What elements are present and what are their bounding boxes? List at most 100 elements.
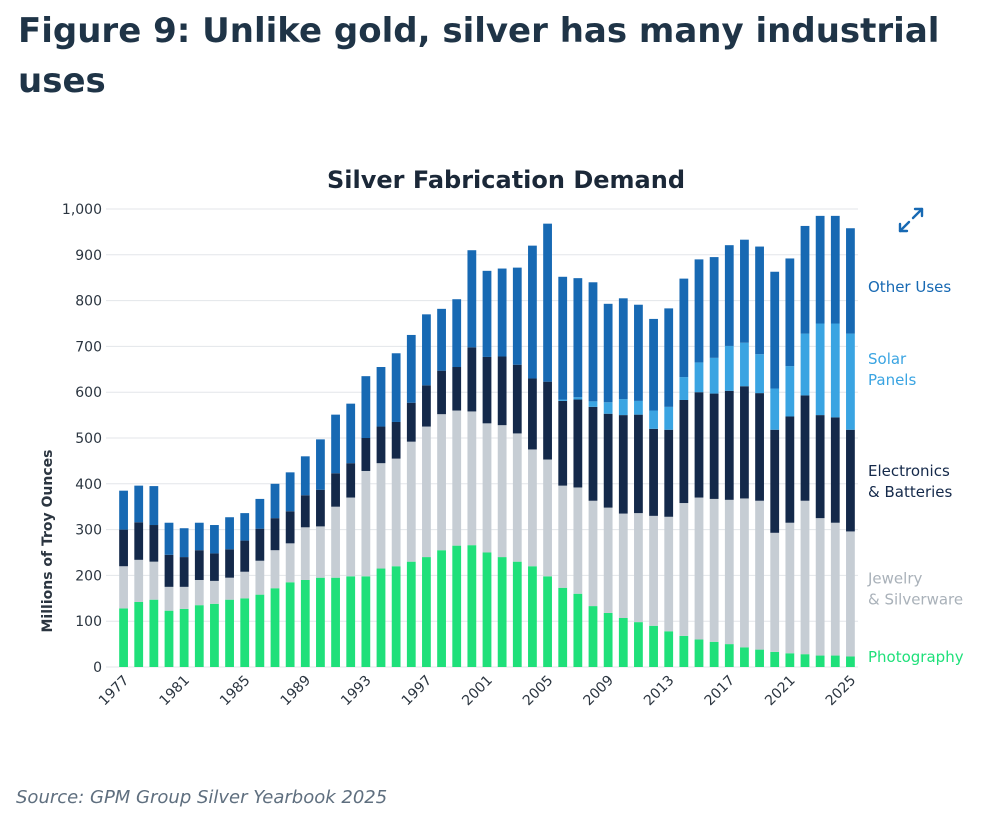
bar-stack-2013 — [664, 308, 674, 667]
bar-stack-1984 — [225, 517, 234, 667]
bar-segment-electronics — [512, 364, 522, 434]
bar-segment-electronics — [634, 414, 643, 514]
bar-segment-photography — [588, 606, 598, 667]
bar-segment-solar — [724, 345, 734, 391]
bar-stack-1988 — [285, 472, 295, 667]
bar-segment-solar — [573, 397, 583, 400]
bar-segment-photography — [422, 557, 431, 667]
bar-segment-jewelry — [603, 507, 613, 613]
bar-segment-jewelry — [361, 470, 371, 577]
bar-segment-solar — [649, 410, 658, 429]
x-tick-label: 1997 — [399, 673, 436, 710]
bar-segment-electronics — [361, 438, 371, 471]
bar-segment-other — [391, 353, 401, 422]
bar-segment-electronics — [346, 463, 356, 498]
bar-segment-jewelry — [482, 423, 492, 553]
bar-segment-photography — [255, 594, 265, 667]
legend-label-jewelry: & Silverware — [868, 591, 963, 609]
bar-segment-photography — [528, 566, 537, 667]
bar-segment-jewelry — [588, 500, 598, 607]
bar-segment-photography — [452, 545, 462, 667]
y-tick-label: 1,000 — [62, 202, 102, 218]
expand-arrows-icon[interactable] — [895, 204, 927, 236]
bar-segment-photography — [724, 644, 734, 667]
bar-stack-2006 — [558, 276, 568, 667]
bar-segment-solar — [694, 362, 704, 393]
bar-stack-1997 — [422, 314, 431, 667]
bar-segment-photography — [603, 612, 613, 667]
bar-stack-1993 — [361, 376, 371, 667]
y-axis-ticks: 0 100 200 300 400 500 600 700 800 900 1,000 — [62, 202, 102, 676]
x-tick-label: 1977 — [96, 673, 133, 710]
bar-segment-photography — [119, 608, 128, 667]
bar-stack-2011 — [634, 304, 643, 667]
x-tick-label: 1981 — [156, 673, 193, 710]
bar-segment-solar — [603, 402, 613, 414]
x-tick-label: 1989 — [278, 673, 315, 710]
bar-segment-jewelry — [497, 425, 507, 558]
bar-stack-1989 — [300, 456, 310, 667]
bar-segment-other — [119, 490, 128, 530]
x-tick-label: 2001 — [459, 673, 496, 710]
bar-segment-jewelry — [694, 497, 704, 640]
bar-segment-photography — [815, 655, 825, 667]
bar-segment-jewelry — [724, 499, 734, 645]
bar-stack-2004 — [528, 245, 537, 667]
bar-segment-photography — [391, 566, 401, 667]
bar-segment-solar — [558, 399, 568, 401]
bar-segment-electronics — [543, 381, 552, 460]
bar-segment-photography — [649, 625, 658, 667]
bar-stack-2022 — [800, 225, 810, 667]
bar-segment-photography — [694, 639, 704, 667]
bar-segment-solar — [634, 400, 643, 415]
bar-segment-other — [346, 403, 356, 464]
figure-title: Figure 9: Unlike gold, silver has many i… — [18, 11, 940, 101]
bar-segment-other — [255, 498, 265, 529]
bar-segment-jewelry — [422, 426, 431, 558]
bar-segment-electronics — [573, 399, 583, 488]
y-axis-label: Millions of Troy Ounces — [40, 450, 56, 633]
bar-stack-1999 — [452, 299, 462, 667]
bar-segment-electronics — [770, 429, 780, 533]
x-axis-ticks: 1977 1981 1985 1989 1993 1997 2001 2005 2009 2013… — [96, 673, 859, 710]
bar-stack-1978 — [134, 485, 144, 667]
bar-stack-1986 — [255, 498, 265, 667]
bar-segment-jewelry — [270, 550, 280, 589]
bar-segment-other — [422, 314, 431, 386]
bar-segment-solar — [785, 366, 795, 417]
bar-segment-electronics — [709, 393, 719, 499]
bar-segment-electronics — [785, 416, 795, 523]
bar-segment-electronics — [270, 518, 280, 551]
bar-segment-jewelry — [800, 500, 810, 655]
x-tick-label: 2005 — [520, 673, 557, 710]
bar-segment-electronics — [210, 553, 219, 581]
bar-segment-electronics — [164, 554, 174, 587]
bar-segment-photography — [285, 582, 295, 667]
bar-segment-photography — [194, 605, 204, 667]
bar-segment-jewelry — [316, 526, 325, 578]
bar-segment-jewelry — [618, 513, 628, 618]
bar-segment-solar — [815, 323, 825, 416]
bar-segment-photography — [134, 601, 144, 667]
bar-segment-other — [225, 517, 234, 550]
bar-segment-other — [800, 225, 810, 334]
y-tick-label: 500 — [75, 431, 102, 447]
bar-stack-1998 — [437, 308, 446, 667]
bar-segment-other — [618, 298, 628, 400]
bar-segment-jewelry — [134, 559, 144, 602]
bar-segment-electronics — [285, 511, 295, 544]
bar-segment-other — [770, 271, 780, 389]
y-tick-label: 800 — [75, 294, 102, 310]
legend-label-photography: Photography — [868, 648, 964, 666]
y-tick-label: 900 — [75, 248, 102, 264]
bar-stack-2025 — [846, 228, 855, 667]
bar-stack-1995 — [391, 353, 401, 667]
bar-stack-2003 — [512, 267, 522, 667]
bar-stacks — [119, 215, 855, 667]
bar-stack-1985 — [240, 513, 250, 667]
bar-segment-photography — [755, 649, 764, 667]
bar-segment-other — [573, 278, 583, 398]
bar-segment-other — [149, 486, 159, 526]
bar-segment-solar — [800, 333, 810, 396]
bar-segment-photography — [800, 654, 810, 667]
